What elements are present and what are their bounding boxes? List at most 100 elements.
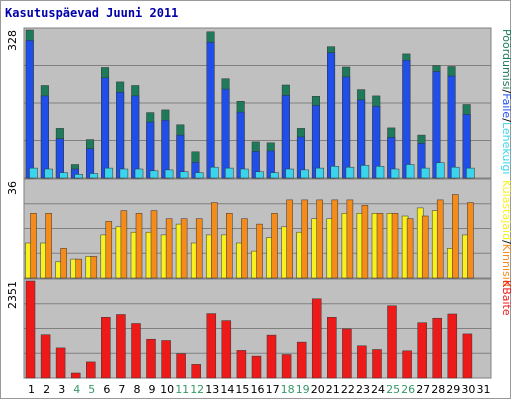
bar-middle-kinnisid-19 [301, 199, 308, 279]
x-tick-label-day-6: 6 [103, 383, 110, 396]
x-tick-label-day-7: 7 [118, 383, 125, 396]
bar-top-faile-18 [281, 95, 290, 179]
bar-bottom-kbaite-3 [55, 347, 66, 379]
bar-top-lehekülgi-29 [451, 166, 460, 179]
bar-bottom-kbaite-11 [176, 353, 186, 379]
panel-bottom-legend: KBaite [500, 280, 512, 316]
bar-middle-kinnisid-21 [331, 199, 339, 279]
legend-entry-top-1: / [500, 90, 512, 94]
bar-top-lehekülgi-3 [59, 172, 68, 179]
bar-middle-kinnisid-13 [211, 202, 218, 279]
x-tick-label-day-25: 25 [386, 383, 400, 396]
bar-middle-kinnisid-11 [180, 218, 188, 279]
bar-bottom-kbaite-21 [327, 317, 337, 379]
bar-top-lehekülgi-5 [89, 173, 99, 179]
bar-top-faile-1 [25, 40, 34, 179]
bar-bottom-kbaite-23 [357, 345, 367, 379]
bar-top-faile-22 [342, 76, 351, 179]
bar-bottom-kbaite-28 [432, 317, 442, 379]
x-tick-label-day-27: 27 [416, 383, 430, 396]
x-tick-label-day-26: 26 [401, 383, 415, 396]
bar-middle-kinnisid-8 [135, 213, 143, 279]
bar-middle-kinnisid-14 [226, 213, 233, 279]
bar-top-lehekülgi-25 [390, 168, 400, 179]
x-tick-label-day-11: 11 [175, 383, 189, 396]
bar-top-lehekülgi-17 [270, 172, 279, 179]
bar-top-lehekülgi-21 [330, 166, 340, 179]
bar-middle-kinnisid-17 [271, 213, 278, 279]
bar-top-faile-3 [55, 138, 64, 179]
x-tick-label-day-30: 30 [461, 383, 475, 396]
bar-top-lehekülgi-2 [44, 168, 53, 179]
bar-middle-kinnisid-3 [60, 248, 67, 279]
bar-bottom-kbaite-30 [462, 333, 473, 379]
bar-top-lehekülgi-24 [375, 166, 385, 179]
legend-entry-middle-1: / [500, 240, 512, 244]
bar-middle-kinnisid-10 [165, 218, 173, 279]
x-tick-label-day-22: 22 [341, 383, 355, 396]
bar-top-faile-28 [432, 71, 441, 179]
legend-entry-top-4: Lehekülgi [500, 122, 512, 175]
x-tick-label-day-3: 3 [58, 383, 65, 396]
bar-top-lehekülgi-14 [225, 167, 234, 179]
bar-middle-kinnisid-29 [452, 194, 459, 279]
x-tick-label-day-16: 16 [251, 383, 265, 396]
bar-top-lehekülgi-16 [255, 171, 264, 179]
x-tick-label-day-28: 28 [431, 383, 445, 396]
bar-top-lehekülgi-10 [164, 169, 174, 179]
legend-entry-top-2: Faile [500, 93, 512, 118]
legend-entry-middle-0: Külastajaid [500, 180, 512, 240]
bar-middle-kinnisid-1 [30, 213, 37, 279]
x-tick-label-day-18: 18 [281, 383, 295, 396]
x-tick-label-day-17: 17 [266, 383, 280, 396]
bar-top-faile-2 [40, 95, 49, 179]
bar-bottom-kbaite-10 [161, 340, 171, 379]
bar-top-lehekülgi-23 [360, 165, 370, 179]
bar-middle-kinnisid-27 [421, 215, 429, 279]
bar-top-lehekülgi-26 [405, 164, 415, 179]
bar-bottom-kbaite-12 [191, 364, 201, 379]
bar-top-faile-7 [116, 92, 125, 179]
bar-top-faile-29 [447, 75, 456, 179]
bar-middle-kinnisid-5 [90, 256, 98, 279]
bar-top-faile-8 [131, 95, 140, 179]
chart-title: Kasutuspäevad Juuni 2011 [5, 6, 178, 20]
bar-top-lehekülgi-27 [420, 167, 430, 179]
bar-top-lehekülgi-12 [194, 172, 204, 179]
bar-bottom-kbaite-25 [387, 305, 397, 379]
x-tick-label-day-1: 1 [28, 383, 35, 396]
x-tick-label-day-23: 23 [356, 383, 370, 396]
bar-top-lehekülgi-7 [119, 168, 129, 179]
bar-top-faile-14 [221, 88, 230, 179]
legend-entry-bottom-0: KBaite [500, 280, 512, 316]
bar-top-lehekülgi-15 [240, 168, 249, 179]
x-tick-label-day-29: 29 [446, 383, 460, 396]
bar-bottom-kbaite-14 [221, 320, 232, 379]
bar-bottom-kbaite-5 [86, 361, 96, 379]
bar-top-lehekülgi-20 [315, 167, 324, 179]
x-tick-label-day-31: 31 [477, 383, 491, 396]
bar-middle-kinnisid-25 [391, 213, 399, 279]
panel-middle-legend: Külastajaid/Kinnisid [500, 180, 512, 287]
bar-bottom-kbaite-24 [372, 349, 382, 379]
bar-bottom-kbaite-26 [402, 350, 412, 379]
bar-middle-kinnisid-4 [75, 258, 82, 279]
x-tick-label-day-12: 12 [190, 383, 204, 396]
bar-top-lehekülgi-30 [466, 167, 475, 179]
bar-top-faile-9 [146, 121, 155, 179]
bar-top-faile-21 [327, 52, 336, 179]
bar-middle-kinnisid-28 [436, 199, 444, 279]
bar-bottom-kbaite-18 [281, 354, 292, 379]
legend-entry-middle-2: Kinnisid [500, 244, 512, 287]
panel-bottom-max-label: 2351 [6, 281, 19, 309]
legend-entry-top-0: Pöördumisi [500, 29, 512, 90]
bar-top-lehekülgi-8 [134, 168, 144, 179]
bar-bottom-kbaite-22 [342, 328, 352, 379]
bar-top-lehekülgi-28 [435, 162, 445, 179]
bar-middle-kinnisid-30 [467, 202, 474, 279]
bar-middle-kinnisid-23 [361, 205, 369, 279]
bar-top-faile-26 [402, 59, 411, 179]
bar-bottom-kbaite-20 [311, 298, 322, 379]
